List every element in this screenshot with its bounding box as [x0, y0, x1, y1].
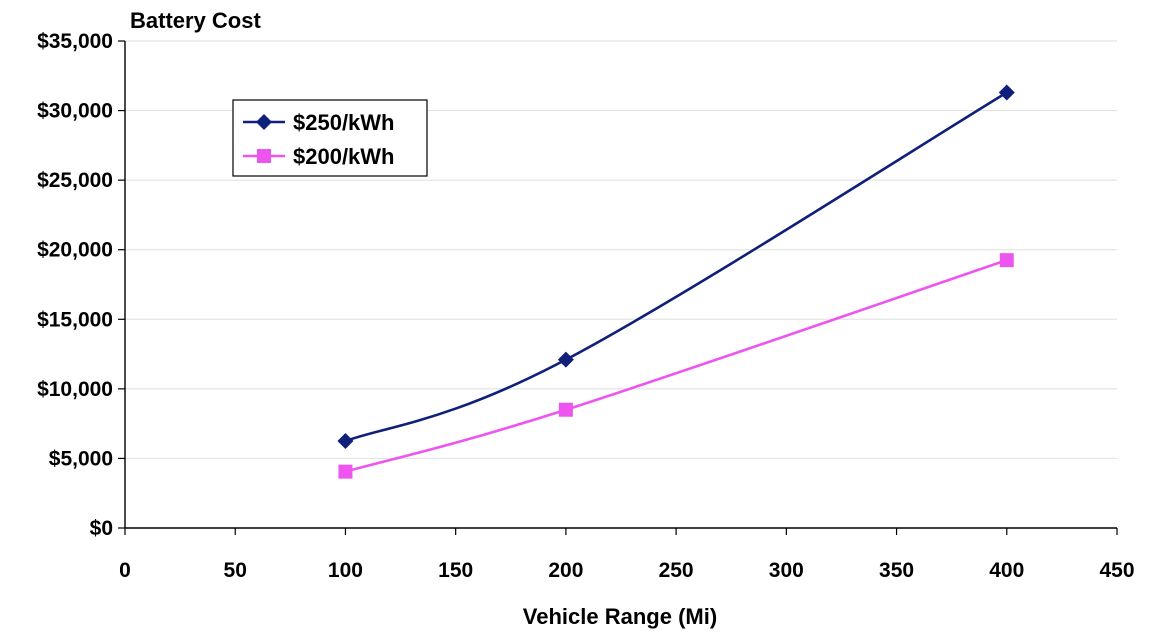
x-tick-label: 100 — [328, 559, 363, 582]
legend-label: $200/kWh — [293, 144, 395, 169]
y-tick-label: $20,000 — [37, 239, 113, 262]
y-tick-label: $25,000 — [37, 169, 113, 192]
data-point — [337, 433, 354, 450]
series-250-kwh — [337, 84, 1015, 450]
legend: $250/kWh $200/kWh — [232, 99, 428, 177]
x-tick-label: 300 — [769, 559, 804, 582]
x-tick-label: 250 — [659, 559, 694, 582]
legend-marker — [257, 149, 271, 163]
axes — [118, 40, 1118, 535]
y-tick-label: $30,000 — [37, 100, 113, 123]
series — [337, 84, 1015, 479]
x-tick-label: 350 — [879, 559, 914, 582]
x-tick-labels: 0 50 100 150 200 250 300 350 400 450 — [119, 559, 1134, 582]
legend-label: $250/kWh — [293, 110, 395, 135]
data-point — [557, 351, 574, 368]
series-line — [344, 91, 1008, 443]
legend-item: $200/kWh — [243, 144, 395, 169]
data-point — [999, 253, 1014, 268]
y-tick-label: $0 — [90, 517, 113, 540]
legend-marker — [256, 114, 272, 130]
legend-box — [232, 99, 428, 177]
x-tick-label: 450 — [1099, 559, 1134, 582]
x-tick-label: 150 — [438, 559, 473, 582]
y-tick-label: $35,000 — [37, 30, 113, 53]
series-200-kwh — [338, 253, 1014, 479]
y-tick-label: $10,000 — [37, 378, 113, 401]
y-tick-labels: $0 $5,000 $10,000 $15,000 $20,000 $25,000 $30,… — [37, 30, 113, 540]
x-axis-title: Vehicle Range (Mi) — [523, 604, 717, 629]
series-line — [345, 258, 1008, 473]
data-point — [338, 464, 353, 479]
y-axis-title: Battery Cost — [130, 8, 261, 33]
y-tick-label: $5,000 — [49, 447, 113, 470]
data-point — [998, 84, 1015, 101]
y-tick-label: $15,000 — [37, 308, 113, 331]
x-tick-label: 50 — [224, 559, 247, 582]
legend-item: $250/kWh — [243, 110, 395, 135]
x-tick-label: 400 — [989, 559, 1024, 582]
data-point — [558, 402, 573, 417]
x-tick-label: 200 — [548, 559, 583, 582]
x-tick-label: 0 — [119, 559, 131, 582]
